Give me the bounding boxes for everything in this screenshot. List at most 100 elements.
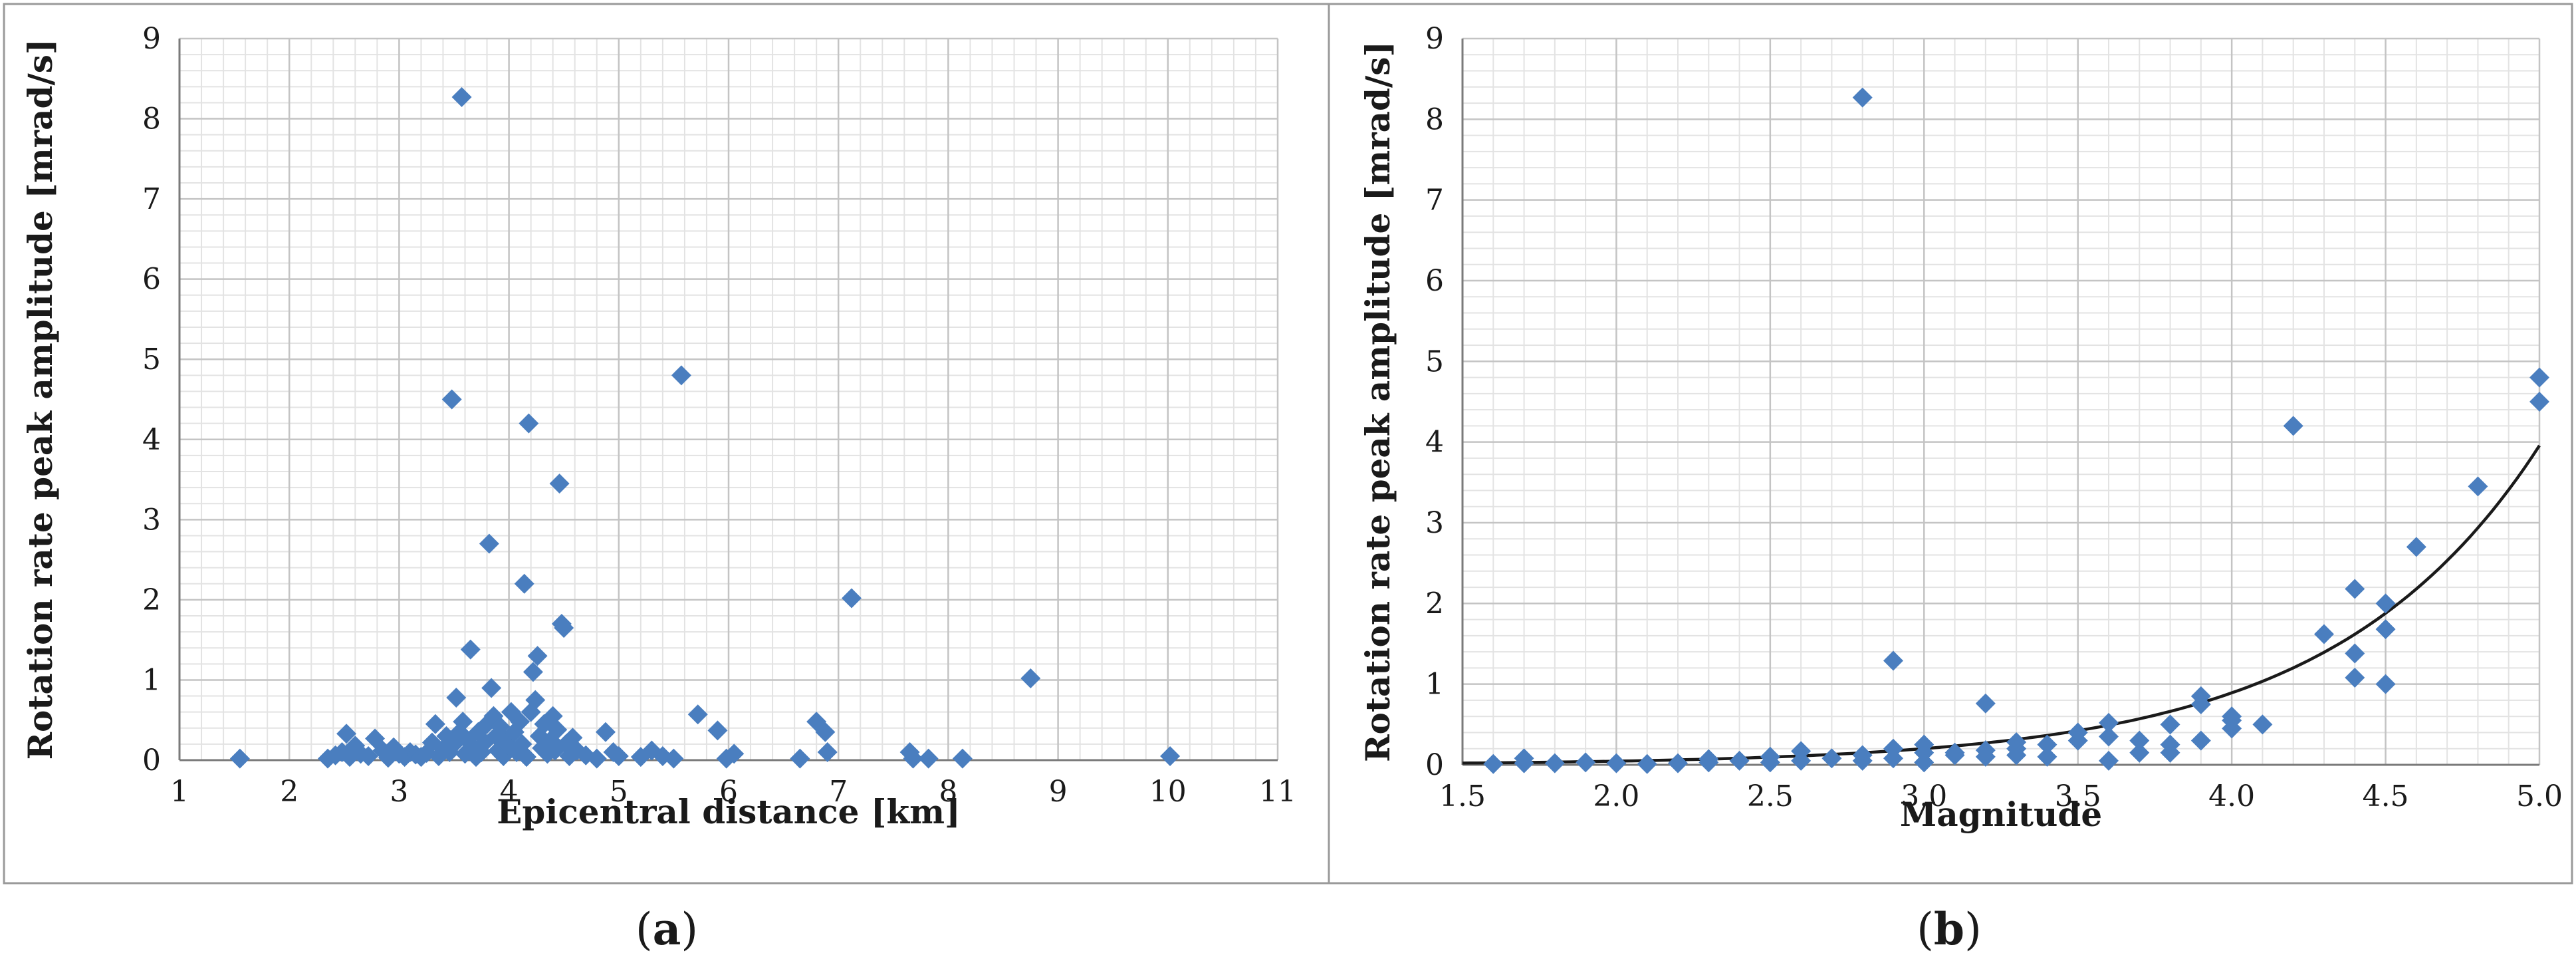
data-point-b [2345,579,2365,599]
x-axis-title-a: Epicentral distance [km] [497,792,960,831]
data-point-a [549,474,570,494]
data-point-a [918,748,939,769]
data-points-a [229,87,1181,769]
x-tick-label-a: 1 [170,775,189,809]
data-point-b [2160,734,2180,755]
y-tick-label-b: 3 [1425,506,1444,540]
x-tick-label-a: 9 [1049,775,1068,809]
data-point-b [2345,667,2365,688]
x-tick-label-a: 4 [500,775,519,809]
data-point-a [441,389,462,410]
data-point-b [1544,753,1565,773]
y-tick-label-b: 6 [1425,264,1444,298]
caption-b-close: ) [1964,904,1982,955]
data-point-b [2283,416,2303,436]
data-point-b [1975,693,1996,714]
data-point-b [2190,686,2211,706]
data-point-a [525,690,546,710]
y-tick-label-b: 2 [1425,587,1444,620]
data-point-b [2529,392,2549,412]
data-point-a [479,533,499,554]
x-tick-label-a: 8 [939,775,957,809]
data-point-a [229,748,250,769]
caption-a-close: ) [681,904,698,955]
x-tick-label-a: 7 [829,775,848,809]
panel-b-chart: 1.5 2.0 2.5 3.0 3.5 4.0 4.5 5.0 0 1 2 3 4 5 6 7 8 9 Magnit… [1358,22,2563,834]
y-tick-label-a: 8 [142,102,161,136]
data-point-b [2314,624,2334,644]
x-tick-label-b: 3.5 [2055,779,2101,813]
data-point-a [724,744,745,764]
data-point-a [547,720,568,740]
data-point-b [1852,87,1873,108]
panel-b-frame [1328,3,2573,885]
y-tick-label-b: 7 [1425,184,1444,217]
data-point-b [1760,746,1780,767]
y-axis-title-a: Rotation rate peak amplitude [mrad/s] [21,39,60,759]
x-tick-label-b: 5.0 [2516,779,2563,813]
data-point-a [842,588,862,609]
x-tick-label-b: 4.5 [2363,779,2409,813]
caption-a: (a) [636,903,698,955]
x-tick-label-b: 4.0 [2208,779,2255,813]
data-point-b [2468,476,2488,497]
data-point-b [1975,740,1996,761]
y-tick-label-a: 5 [142,343,161,376]
data-point-a [586,748,607,769]
caption-b-letter: b [1934,903,1964,955]
data-point-b [2067,722,2088,743]
data-point-a [952,748,973,769]
data-point-b [1791,741,1812,761]
y-tick-label-a: 4 [142,423,161,457]
y-tick-label-a: 7 [142,182,161,216]
x-tick-label-a: 10 [1149,775,1187,809]
data-point-a [527,646,548,666]
data-point-b [1637,754,1657,774]
y-tick-label-a: 0 [142,744,161,777]
data-point-a [1160,746,1181,766]
y-tick-label-a: 6 [142,263,161,297]
data-point-a [514,573,534,594]
data-point-b [1698,749,1719,769]
data-points-b [1483,87,2549,774]
caption-a-open: ( [636,904,653,955]
data-point-b [2099,712,2119,733]
x-tick-label-b: 2.5 [1747,779,1794,813]
data-point-a [687,704,708,725]
data-point-b [2099,750,2119,771]
data-point-b [2529,367,2549,388]
data-point-b [1576,752,1596,773]
data-point-a [903,748,923,769]
data-point-a [707,720,728,741]
data-point-b [1944,742,1965,763]
data-point-b [2037,734,2057,755]
data-point-b [1883,650,1903,671]
y-tick-label-a: 1 [142,663,161,697]
data-point-b [1483,754,1504,774]
x-tick-label-b: 2.0 [1593,779,1639,813]
data-point-b [1514,748,1534,769]
data-point-a [519,413,539,434]
data-point-a [510,712,530,732]
data-point-a [446,687,467,708]
data-point-a [817,742,838,762]
x-tick-label-b: 3.0 [1901,779,1947,813]
data-point-b [1852,745,1873,765]
data-point-b [2375,593,2396,614]
caption-b-open: ( [1917,904,1934,955]
x-axis-title-b: Magnitude [1900,795,2102,834]
x-tick-label-a: 11 [1259,775,1296,809]
y-tick-label-b: 9 [1425,22,1444,56]
data-point-b [1668,753,1688,773]
data-point-b [2160,714,2180,735]
data-point-b [2190,730,2211,751]
data-point-a [671,365,691,386]
data-point-a [481,678,502,698]
y-tick-label-a: 9 [142,22,161,56]
data-point-b [2099,726,2119,747]
data-point-a [425,714,445,734]
data-point-b [2406,537,2426,557]
y-tick-label-a: 2 [142,583,161,617]
data-point-b [2129,742,2150,763]
data-point-a [523,662,543,682]
